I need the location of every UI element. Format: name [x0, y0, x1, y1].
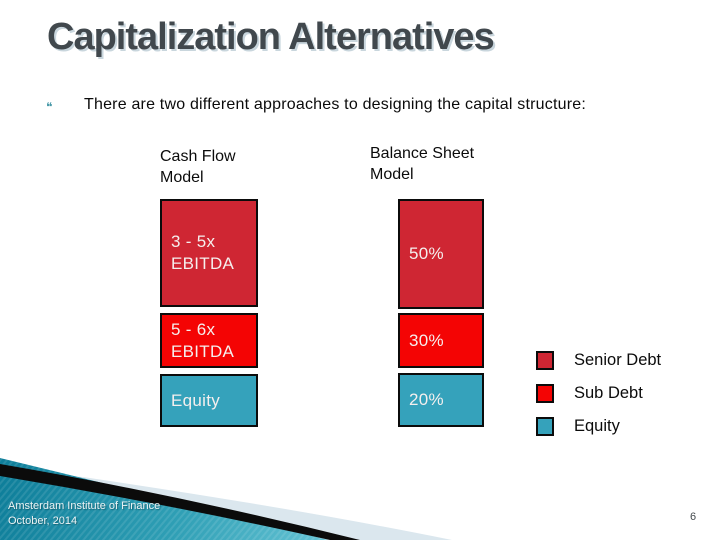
legend-label: Senior Debt — [574, 351, 662, 369]
balance-sheet-equity-box: 20% — [398, 373, 484, 427]
footer-line2: October, 2014 — [8, 515, 78, 527]
equity-swatch-icon — [536, 417, 554, 436]
box-label: 50% — [409, 244, 444, 263]
cash-flow-equity-box: Equity — [160, 374, 258, 427]
page-number: 6 — [689, 511, 697, 523]
senior-debt-swatch-icon — [536, 351, 554, 370]
slide-title: Capitalization Alternatives — [47, 16, 495, 58]
column-header-cash-flow-model: Cash Flow Model — [160, 148, 236, 186]
box-label: 20% — [409, 390, 444, 409]
footer-line1: Amsterdam Institute of Finance — [8, 500, 161, 512]
bullet-text: There are two different approaches to de… — [84, 96, 586, 113]
box-label: 30% — [409, 330, 444, 350]
legend: Senior Debt Sub Debt Equity — [536, 344, 661, 443]
footer-swoosh-decoration — [0, 458, 452, 540]
box-label: 3 - 5x EBITDA — [171, 232, 235, 273]
cash-flow-sub-debt-box: 5 - 6x EBITDA — [160, 313, 258, 368]
legend-item-sub-debt: Sub Debt — [536, 377, 661, 410]
balance-sheet-senior-debt-box: 50% — [398, 199, 484, 309]
legend-item-equity: Equity — [536, 410, 661, 443]
column-header-balance-sheet-model: Balance Sheet Model — [370, 145, 475, 183]
legend-label: Sub Debt — [574, 384, 643, 402]
balance-sheet-sub-debt-box: 30% — [398, 313, 484, 368]
cash-flow-senior-debt-box: 3 - 5x EBITDA — [160, 199, 258, 307]
legend-label: Equity — [574, 417, 620, 435]
sub-debt-swatch-icon — [536, 384, 554, 403]
box-label: Equity — [171, 390, 221, 410]
legend-item-senior-debt: Senior Debt — [536, 344, 661, 377]
quote-bullet-icon: ❝ — [46, 100, 53, 114]
box-label: 5 - 6x EBITDA — [171, 319, 235, 361]
footer-credit: Amsterdam Institute of Finance October, … — [8, 499, 160, 529]
